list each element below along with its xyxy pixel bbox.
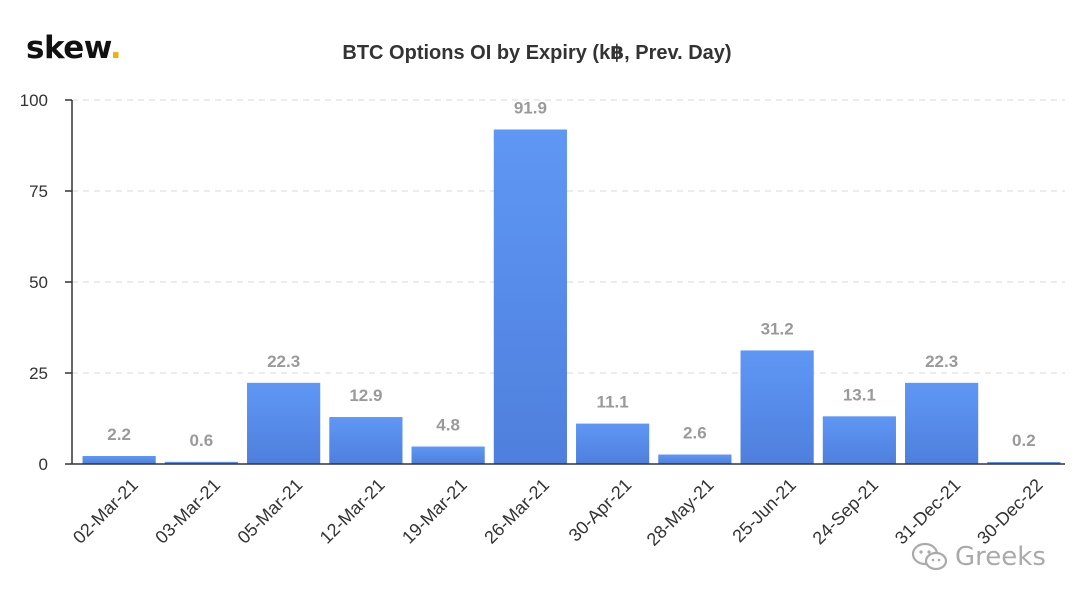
data-label: 22.3 [925, 352, 958, 371]
wechat-icon [911, 542, 948, 571]
data-label: 31.2 [761, 319, 794, 338]
bar [658, 454, 732, 464]
x-tick-label: 26-Mar-21 [480, 475, 553, 548]
bar [905, 382, 979, 464]
y-tick-label: 50 [29, 273, 48, 292]
y-tick-label: 75 [29, 182, 48, 201]
bar [329, 417, 403, 464]
logo-dot: . [109, 30, 122, 66]
data-label: 91.9 [514, 98, 547, 117]
bar [411, 446, 485, 464]
data-label: 0.6 [190, 431, 214, 450]
bar [247, 382, 321, 464]
watermark-text: Greeks [955, 542, 1046, 572]
bar [493, 129, 567, 464]
chart-title: BTC Options OI by Expiry (k฿, Prev. Day) [0, 40, 1080, 65]
bar [82, 455, 156, 464]
x-tick-label: 19-Mar-21 [398, 475, 471, 548]
x-axis-ticks: 02-Mar-21 03-Mar-21 05-Mar-21 12-Mar-21 19-M… [69, 475, 1047, 550]
y-tick-label: 100 [20, 91, 48, 110]
bar [822, 416, 896, 464]
x-tick-label: 24-Sep-21 [809, 475, 883, 549]
x-tick-label: 03-Mar-21 [151, 475, 224, 548]
x-tick-label: 25-Jun-21 [728, 475, 799, 546]
data-labels: 2.2 0.6 22.3 12.9 4.8 91.9 11.1 2.6 31.2 13.1 22.3… [107, 98, 1035, 450]
x-tick-label: 28-May-21 [643, 475, 718, 550]
x-tick-label: 02-Mar-21 [69, 475, 142, 548]
x-tick-label: 30-Dec-22 [973, 475, 1047, 549]
data-label: 2.2 [107, 425, 131, 444]
x-tick-label: 12-Mar-21 [316, 475, 389, 548]
y-tick-label: 0 [39, 455, 48, 474]
data-label: 11.1 [597, 393, 629, 412]
data-label: 4.8 [436, 416, 460, 435]
bar [740, 350, 814, 464]
axes [71, 100, 1065, 465]
y-tick-label: 25 [29, 364, 48, 383]
skew-logo: skew. [26, 30, 122, 66]
bar [164, 461, 238, 464]
gridlines [72, 99, 1065, 374]
data-label: 12.9 [349, 386, 382, 405]
bar [576, 423, 650, 464]
data-label: 0.2 [1012, 431, 1036, 450]
watermark: Greeks [911, 541, 1046, 573]
x-tick-label: 31-Dec-21 [891, 475, 965, 549]
chart-title-text: BTC Options OI by Expiry (k฿, Prev. Day) [342, 42, 732, 64]
logo-text: skew [26, 30, 110, 66]
x-tick-label: 30-Apr-21 [565, 475, 636, 546]
data-label: 13.1 [843, 385, 876, 404]
bar [987, 462, 1061, 464]
y-axis-ticks: 0 25 50 75 100 [20, 91, 72, 474]
data-label: 2.6 [683, 424, 707, 443]
x-tick-label: 05-Mar-21 [234, 475, 307, 548]
data-label: 22.3 [267, 352, 300, 371]
bars [82, 129, 1061, 464]
